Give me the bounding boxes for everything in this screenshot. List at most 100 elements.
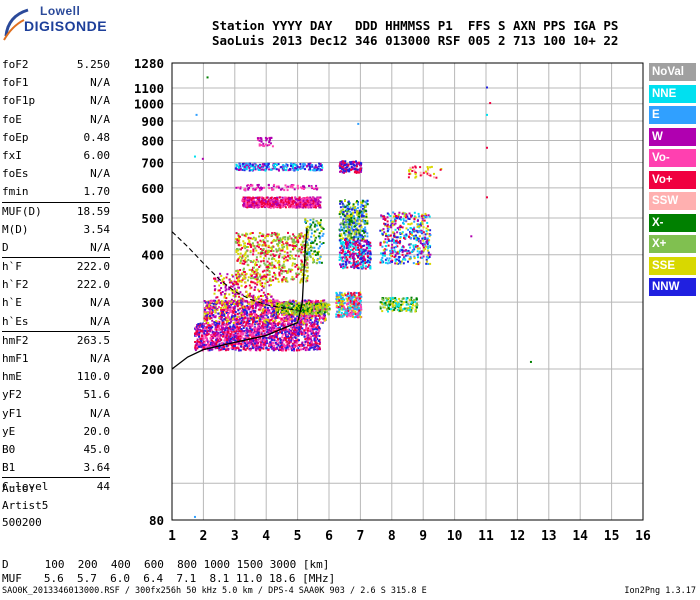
- echo-point: [302, 348, 305, 351]
- auto-label: Auto:: [2, 482, 36, 495]
- echo-point: [255, 273, 258, 276]
- echo-point: [273, 339, 276, 342]
- echo-point: [289, 305, 292, 308]
- echo-point: [293, 349, 296, 352]
- echo-point: [195, 334, 198, 337]
- echo-point: [274, 259, 277, 262]
- echo-point: [241, 247, 244, 249]
- echo-point: [211, 309, 214, 312]
- echo-point: [294, 254, 297, 257]
- echo-point: [239, 312, 242, 315]
- echo-point: [318, 346, 321, 349]
- echo-point: [315, 332, 318, 335]
- echo-point: [311, 326, 314, 329]
- echo-point: [316, 311, 319, 314]
- echo-point: [244, 348, 247, 351]
- echo-point: [200, 325, 203, 328]
- echo-point: [225, 297, 228, 300]
- echo-point: [304, 240, 307, 243]
- echo-point: [214, 314, 217, 317]
- echo-point: [307, 163, 310, 166]
- echo-point: [259, 201, 262, 204]
- echo-point: [256, 301, 259, 304]
- echo-point: [225, 333, 228, 336]
- echo-point: [305, 320, 308, 323]
- echo-point: [237, 270, 240, 273]
- echo-point: [281, 313, 283, 316]
- echo-point: [232, 321, 235, 324]
- echo-point: [277, 302, 280, 305]
- echo-point: [264, 299, 267, 302]
- echo-point: [242, 313, 244, 316]
- echo-point: [270, 300, 273, 303]
- echo-point: [285, 349, 287, 352]
- echo-point: [239, 252, 242, 255]
- param-name: foEp: [2, 130, 29, 144]
- echo-point: [274, 323, 276, 325]
- param-row: hmE 110.0: [2, 368, 110, 386]
- echo-point: [305, 328, 308, 331]
- echo-point: [242, 342, 245, 345]
- echo-point: [238, 300, 241, 303]
- echo-point: [231, 285, 234, 288]
- echo-point: [256, 197, 259, 200]
- echo-point: [234, 318, 237, 321]
- echo-point: [203, 300, 206, 302]
- echo-point: [221, 327, 224, 330]
- echo-point: [226, 312, 228, 314]
- echo-point: [317, 235, 320, 238]
- echo-point: [282, 168, 285, 171]
- echo-point: [270, 200, 273, 203]
- echo-point: [249, 244, 252, 247]
- echo-point: [208, 303, 211, 305]
- echo-point: [293, 247, 296, 250]
- echo-point: [253, 339, 256, 342]
- echo-point: [204, 333, 207, 336]
- echo-point: [239, 262, 242, 265]
- echo-point: [223, 296, 226, 299]
- echo-point: [280, 324, 283, 327]
- echo-point: [289, 254, 292, 257]
- echo-point: [231, 336, 234, 339]
- echo-point: [317, 200, 320, 203]
- echo-point: [304, 200, 307, 203]
- echo-point: [265, 342, 268, 345]
- echo-point: [245, 232, 247, 235]
- echo-point: [276, 334, 279, 337]
- echo-point: [306, 277, 309, 279]
- echo-point: [352, 205, 355, 207]
- echo-point: [288, 204, 291, 207]
- echo-point: [243, 311, 246, 314]
- y-tick-label: 500: [141, 211, 164, 226]
- echo-point: [311, 342, 314, 345]
- echo-point: [302, 206, 305, 209]
- echo-point: [301, 244, 304, 247]
- echo-point: [298, 302, 300, 305]
- echo-point: [310, 322, 312, 325]
- echo-point: [347, 170, 350, 173]
- echo-point: [290, 339, 293, 342]
- x-tick-label: 10: [447, 529, 463, 544]
- echo-point: [232, 303, 235, 305]
- echo-point: [252, 259, 255, 262]
- echo-point: [265, 340, 268, 343]
- echo-point: [279, 339, 282, 342]
- echo-point: [305, 246, 308, 249]
- echo-point: [277, 244, 280, 247]
- echo-point: [293, 320, 296, 322]
- echo-point: [263, 324, 266, 327]
- echo-point: [227, 316, 230, 319]
- echo-point: [260, 339, 263, 342]
- echo-point: [272, 163, 275, 166]
- echo-point: [294, 201, 297, 204]
- echo-point: [284, 339, 287, 341]
- echo-point: [206, 330, 209, 333]
- echo-point: [259, 309, 262, 312]
- echo-point: [243, 312, 246, 315]
- echo-point: [288, 201, 290, 204]
- echo-point: [272, 313, 275, 316]
- echo-point: [212, 337, 215, 340]
- echo-point: [199, 337, 202, 340]
- echo-point: [252, 199, 255, 202]
- echo-point: [218, 349, 221, 352]
